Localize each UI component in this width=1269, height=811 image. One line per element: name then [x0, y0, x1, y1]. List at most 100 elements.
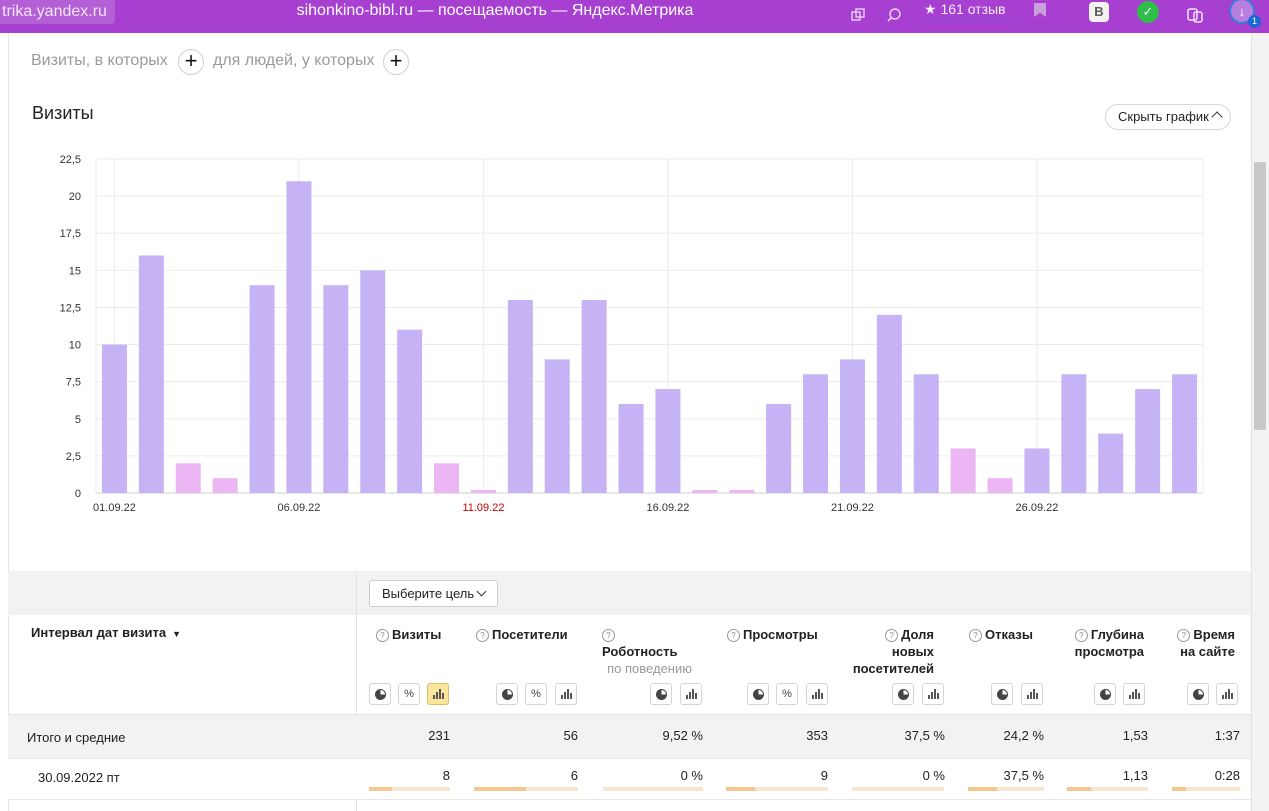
pie-chart-toggle-icon[interactable] — [991, 683, 1013, 705]
window-title-text: sihonkino-bibl.ru — посещаемость — Яндек… — [296, 2, 694, 19]
row-time: 0:28 — [1214, 768, 1240, 783]
hide-chart-button[interactable]: Скрыть график — [1105, 104, 1231, 130]
help-icon[interactable]: ? — [885, 629, 899, 642]
bookmark-icon[interactable] — [1034, 3, 1046, 17]
total-pageviews: 353 — [806, 728, 828, 743]
bar-chart-toggle-icon[interactable] — [427, 683, 449, 705]
metric-header-depth[interactable]: ? Глубина просмотра — [1062, 626, 1144, 660]
percent-toggle-icon[interactable]: % — [776, 683, 798, 705]
total-robots: 9,52 % — [662, 728, 703, 743]
metric-header-pageviews[interactable]: ? Просмотры — [727, 626, 818, 643]
download-count-badge: 1 — [1248, 15, 1261, 28]
row-visitors: 6 — [570, 768, 578, 783]
chart-bar — [581, 300, 607, 493]
chart-bar — [249, 285, 275, 493]
metric-robots-sub: по поведению — [607, 661, 692, 676]
bar-chart-toggle-icon[interactable] — [1216, 683, 1238, 705]
chart-bar — [618, 403, 644, 493]
extensions-icon[interactable] — [1184, 4, 1206, 26]
scrollbar-thumb[interactable] — [1254, 162, 1266, 430]
reviews-link[interactable]: ★ 161 отзыв — [924, 0, 1010, 21]
chart-bar — [323, 285, 349, 493]
metric-header-bounces[interactable]: ? Отказы — [969, 626, 1033, 643]
chevron-down-icon — [476, 586, 487, 597]
row-bounces: 37,5 % — [1003, 768, 1044, 783]
metric-visits-label: Визиты — [392, 627, 442, 642]
pie-chart-toggle-icon[interactable] — [1094, 683, 1116, 705]
total-bounces: 24,2 % — [1003, 728, 1044, 743]
help-icon[interactable]: ? — [476, 629, 489, 642]
help-icon[interactable]: ? — [969, 629, 982, 642]
chart-bar — [507, 300, 533, 493]
pie-chart-toggle-icon[interactable] — [650, 683, 672, 705]
chart-bar — [987, 478, 1013, 493]
metric-header-visits[interactable]: ? Визиты — [376, 626, 441, 643]
y-tick-label: 0 — [75, 488, 81, 500]
chart-bar — [101, 344, 127, 493]
help-icon[interactable]: ? — [727, 629, 740, 642]
pie-chart-toggle-icon[interactable] — [747, 683, 769, 705]
bar-chart-toggle-icon[interactable] — [555, 683, 577, 705]
chart-bar — [1098, 433, 1124, 493]
total-new-visitors: 37,5 % — [904, 728, 945, 743]
chart-bar — [397, 329, 423, 493]
add-visit-condition-button[interactable]: + — [178, 49, 204, 75]
metric-bounces-label: Отказы — [985, 627, 1033, 642]
y-tick-label: 12,5 — [60, 302, 81, 314]
help-icon[interactable]: ? — [1177, 629, 1191, 642]
metric-header-robots[interactable]: ? Роботность по поведению — [602, 626, 692, 677]
add-people-condition-button[interactable]: + — [383, 49, 409, 75]
pie-chart-toggle-icon[interactable] — [892, 683, 914, 705]
table-row[interactable] — [8, 758, 1251, 800]
metric-header-new-visitors[interactable]: ? Доля новых посетителей — [846, 626, 934, 677]
total-depth: 1,53 — [1122, 728, 1148, 743]
chart-bar — [950, 448, 976, 493]
total-time: 1:37 — [1214, 728, 1240, 743]
metric-header-visitors[interactable]: ? Посетители — [476, 626, 568, 643]
chart-bar — [544, 359, 570, 493]
chart-bar — [470, 490, 496, 493]
bar-chart-toggle-icon[interactable] — [1123, 683, 1145, 705]
chart-bar — [913, 374, 939, 493]
percent-toggle-icon[interactable]: % — [525, 683, 547, 705]
search-icon[interactable] — [883, 4, 905, 26]
chart-bar — [1135, 389, 1161, 493]
chart-bar — [766, 403, 792, 493]
chart-bar — [138, 255, 164, 493]
pie-chart-toggle-icon[interactable] — [369, 683, 391, 705]
chart-bar — [729, 490, 755, 493]
share-bar-visitors — [474, 787, 578, 791]
vk-extension-icon[interactable]: В — [1089, 2, 1109, 22]
share-bar-new-visitors — [852, 787, 944, 791]
chart-bar — [692, 490, 718, 493]
row-pageviews: 9 — [820, 768, 828, 783]
row-new-visitors: 0 % — [922, 768, 945, 783]
help-icon[interactable]: ? — [1074, 629, 1088, 642]
help-icon[interactable]: ? — [602, 629, 615, 642]
protect-check-icon[interactable]: ✓ — [1137, 1, 1159, 23]
metric-new-visitors-label: Доля новых посетителей — [852, 627, 934, 676]
x-tick-label: 01.09.22 — [93, 502, 136, 514]
metric-time-label: Время на сайте — [1180, 627, 1235, 659]
y-tick-label: 7,5 — [66, 377, 81, 389]
help-icon[interactable]: ? — [376, 629, 389, 642]
y-tick-label: 17,5 — [60, 228, 81, 240]
chart-bar — [803, 374, 829, 493]
dimension-header[interactable]: Интервал дат визита ▼ — [31, 625, 181, 640]
pie-chart-toggle-icon[interactable] — [496, 683, 518, 705]
chart-bar — [175, 463, 201, 493]
chart-bar — [655, 389, 681, 493]
metric-visitors-label: Посетители — [492, 627, 568, 642]
bar-chart-toggle-icon[interactable] — [806, 683, 828, 705]
copy-icon[interactable] — [847, 4, 869, 26]
metric-header-time[interactable]: ? Время на сайте — [1171, 626, 1235, 660]
select-goal-button[interactable]: Выберите цель — [369, 580, 498, 607]
bar-chart-toggle-icon[interactable] — [680, 683, 702, 705]
row-date-label[interactable]: 30.09.2022 пт — [38, 770, 120, 785]
bar-chart-toggle-icon[interactable] — [1021, 683, 1043, 705]
pie-chart-toggle-icon[interactable] — [1187, 683, 1209, 705]
bar-chart-toggle-icon[interactable] — [922, 683, 944, 705]
percent-toggle-icon[interactable]: % — [398, 683, 420, 705]
tab-url[interactable]: trika.yandex.ru — [0, 0, 115, 24]
